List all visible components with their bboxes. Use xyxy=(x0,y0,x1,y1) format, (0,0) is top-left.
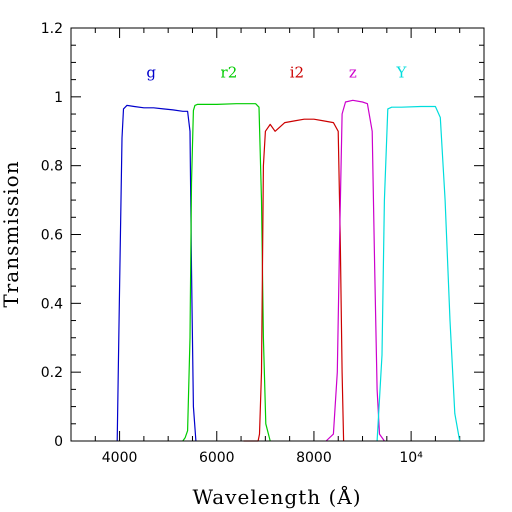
x-axis-label: Wavelength (Å) xyxy=(192,484,361,509)
y-tick-label: 0.4 xyxy=(41,296,63,312)
ticks-layer xyxy=(71,28,484,441)
x-tick-label: 4000 xyxy=(102,450,138,466)
curve-z xyxy=(325,99,385,442)
curves-layer xyxy=(116,99,461,442)
y-axis-label: Transmission xyxy=(0,160,23,307)
y-tick-label: 0.6 xyxy=(41,228,63,244)
curve-r2 xyxy=(182,103,271,442)
y-tick-label: 1.2 xyxy=(41,21,63,37)
curve-y xyxy=(376,105,461,442)
x-tick-label: 6000 xyxy=(199,450,235,466)
y-tick-label: 1 xyxy=(54,90,63,106)
y-tick-label: 0 xyxy=(54,434,63,450)
series-label-z: z xyxy=(349,64,357,82)
series-label-y: Y xyxy=(395,64,407,82)
plot-frame xyxy=(70,27,485,442)
x-tick-label: 8000 xyxy=(296,450,332,466)
series-label-g: g xyxy=(146,64,156,82)
curve-g xyxy=(116,104,197,442)
curve-i2 xyxy=(243,118,345,442)
series-label-r2: r2 xyxy=(221,64,238,82)
y-tick-label: 0.8 xyxy=(41,159,63,175)
series-label-i2: i2 xyxy=(290,64,304,82)
x-tick-label: 10⁴ xyxy=(399,450,423,466)
y-tick-label: 0.2 xyxy=(41,365,63,381)
labels-layer: 4000 6000 8000 10⁴ 0 0.2 0.4 0.6 0.8 1 1.2 g r2 i2 z Y xyxy=(41,21,423,466)
